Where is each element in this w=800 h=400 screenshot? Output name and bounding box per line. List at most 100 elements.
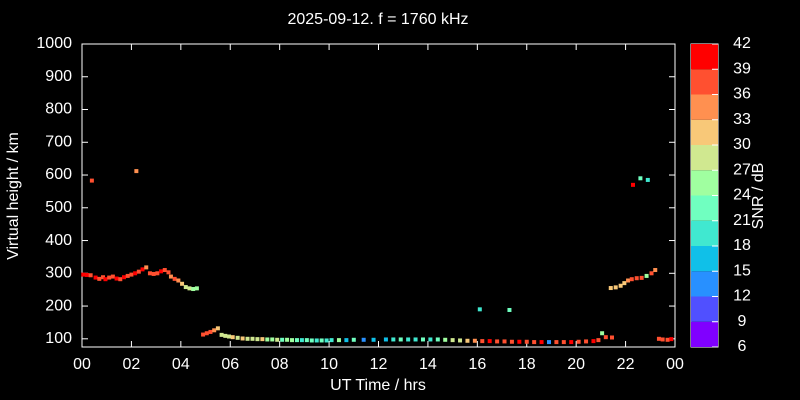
data-point [420, 337, 425, 342]
x-tick-label: 02 [123, 356, 141, 373]
data-point [265, 337, 270, 342]
data-point [629, 277, 634, 282]
colorbar-band [691, 170, 718, 196]
data-point [118, 277, 123, 282]
data-point [183, 285, 188, 290]
data-point [304, 338, 309, 343]
data-point [569, 340, 574, 345]
data-point [495, 339, 500, 344]
data-point [191, 287, 196, 292]
data-point [114, 276, 119, 281]
data-point [319, 338, 324, 343]
data-point [101, 275, 106, 280]
x-tick-label: 12 [370, 356, 388, 373]
data-point [371, 337, 376, 342]
colorbar-tick-label: 42 [733, 35, 751, 52]
data-point [223, 333, 228, 338]
colorbar-band [691, 145, 718, 171]
colorbar-label: SNR / dB [750, 163, 767, 230]
data-point [645, 177, 650, 182]
data-point [122, 275, 127, 280]
data-point [361, 337, 366, 342]
y-tick-label: 1000 [36, 35, 72, 52]
data-point [413, 337, 418, 342]
colorbar-tick-label: 12 [733, 288, 751, 305]
colorbar-tick-label: 9 [738, 313, 747, 330]
x-tick-label: 06 [221, 356, 239, 373]
x-tick-label: 16 [468, 356, 486, 373]
data-point [270, 337, 275, 342]
data-point [539, 340, 544, 345]
data-point [507, 307, 512, 312]
y-tick-label: 500 [45, 199, 72, 216]
data-point [591, 339, 596, 344]
data-point [324, 338, 329, 343]
data-point [155, 271, 160, 276]
x-tick-label: 00 [666, 356, 684, 373]
data-point [107, 275, 112, 280]
data-point [477, 307, 482, 312]
data-point [656, 336, 661, 341]
data-point [162, 268, 167, 273]
data-point [147, 271, 152, 276]
data-point [260, 337, 265, 342]
y-tick-label: 900 [45, 68, 72, 85]
data-point [638, 176, 643, 181]
data-point [634, 276, 639, 281]
data-point [669, 337, 674, 342]
y-tick-label: 600 [45, 166, 72, 183]
x-tick-label: 18 [518, 356, 536, 373]
data-point [639, 275, 644, 280]
data-point [351, 337, 356, 342]
y-tick-label: 200 [45, 297, 72, 314]
x-tick-label: 14 [419, 356, 437, 373]
x-axis-label: UT Time / hrs [330, 377, 426, 394]
data-point [383, 337, 388, 342]
data-point [285, 337, 290, 342]
y-tick-label: 800 [45, 101, 72, 118]
x-tick-label: 08 [271, 356, 289, 373]
data-point [487, 339, 492, 344]
data-point [391, 337, 396, 342]
colorbar-tick-label: 15 [733, 262, 751, 279]
data-point [435, 337, 440, 342]
data-point [245, 336, 250, 341]
data-point [600, 331, 605, 336]
y-tick-label: 100 [45, 330, 72, 347]
y-tick-label: 400 [45, 232, 72, 249]
x-tick-label: 10 [320, 356, 338, 373]
data-point [136, 269, 141, 274]
data-point [81, 272, 86, 277]
data-point [134, 169, 139, 174]
data-point [472, 338, 477, 343]
colorbar-band [691, 94, 718, 120]
colorbar-tick-label: 39 [733, 60, 751, 77]
colorbar-band [691, 119, 718, 145]
data-point [280, 337, 285, 342]
data-point [275, 337, 280, 342]
data-point [465, 338, 470, 343]
data-point [84, 272, 89, 277]
data-point [97, 276, 102, 281]
colorbar-band [691, 271, 718, 297]
data-point [151, 271, 156, 276]
data-point [172, 276, 177, 281]
data-point [458, 338, 463, 343]
colorbar-tick-label: 27 [733, 161, 751, 178]
data-point [180, 281, 185, 286]
data-point [665, 337, 670, 342]
x-tick-label: 22 [617, 356, 635, 373]
data-point [561, 340, 566, 345]
data-point [524, 339, 529, 344]
data-point [630, 182, 635, 187]
data-point [212, 328, 217, 333]
colorbar-band [691, 296, 718, 322]
data-point [653, 268, 658, 273]
colorbar-band [691, 44, 718, 70]
data-point [554, 340, 559, 345]
data-point [398, 337, 403, 342]
data-point [532, 340, 537, 345]
data-point [208, 329, 213, 334]
colorbar-band [691, 220, 718, 246]
